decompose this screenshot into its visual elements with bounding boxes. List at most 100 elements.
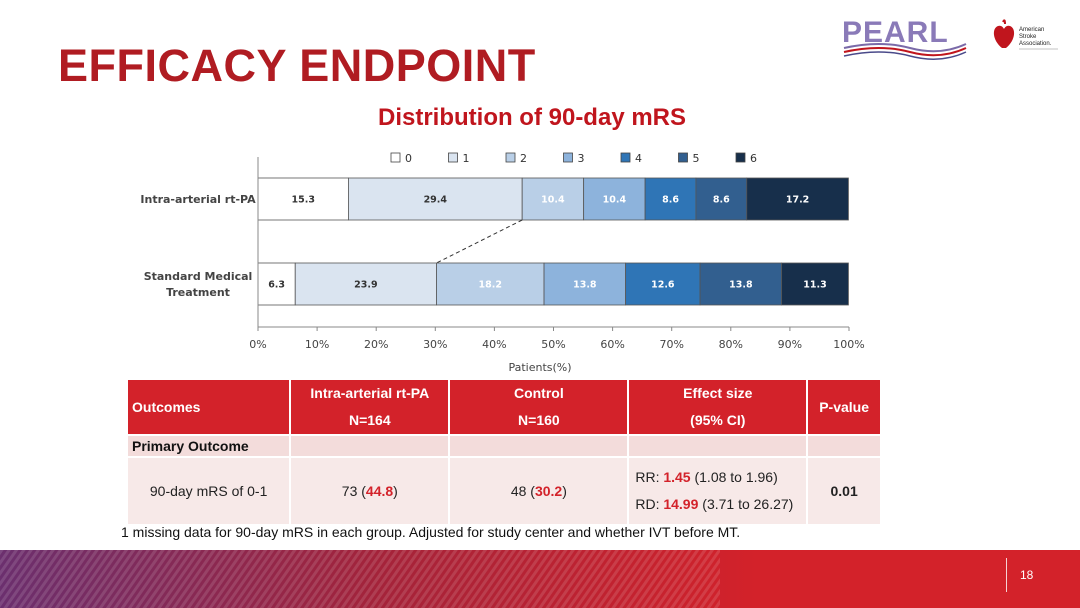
legend-swatch-mrs-0 [390,152,401,163]
chart-legend: 0 1 2 3 4 5 6 [390,152,757,165]
x-tick-label: 50% [541,338,565,351]
mrs-stacked-bar-chart: 0 1 2 3 4 5 6 15.3 29.4 10.4 10.4 8.6 8.6 17.2 6.3 23.… [140,152,865,374]
legend-swatch-mrs-6 [735,152,746,163]
x-tick-label: 20% [364,338,388,351]
section-row: Primary Outcome [128,434,880,456]
footnote: 1 missing data for 90-day mRS in each gr… [121,524,741,540]
aha-logo: American Stroke Association. [993,19,1058,50]
x-tick-label: 100% [833,338,864,351]
data-label-mrs-4: 12.6 [651,280,675,291]
category-label: Intra-arterial rt-PA [140,193,256,206]
x-tick-label: 0% [249,338,266,351]
legend-swatch-mrs-5 [678,152,688,163]
data-label-mrs-3: 10.4 [603,195,627,206]
header-outcomes: Outcomes [128,380,290,434]
x-tick-label: 10% [305,338,329,351]
control-percent: 30.2 [534,483,563,499]
aha-logo-line3: Association. [1019,41,1052,47]
bar-segment-mrs-6 [746,177,849,221]
header-iat-line1: Intra-arterial rt-PA [310,385,430,401]
data-label-mrs-1: 23.9 [354,280,377,291]
legend-label-mrs-3: 3 [578,152,585,165]
x-tick-label: 60% [600,338,624,351]
section-cell [291,434,449,456]
category-label: Standard Medical [144,270,253,283]
pearl-logo: PEARL [842,16,967,60]
x-tick-label: 90% [778,338,802,351]
section-cell [808,434,880,456]
legend-swatch-mrs-2 [505,152,516,163]
data-label-mrs-5: 8.6 [713,195,730,206]
header-effect-size: Effect size (95% CI) [629,380,807,434]
data-label-mrs-4: 8.6 [662,195,679,206]
category-label: Treatment [166,286,230,299]
section-cell [450,434,628,456]
table-row: 90-day mRS of 0-1 73 (44.8) 48 (30.2) RR… [128,456,880,524]
effect-size-cell: RR: 1.45 (1.08 to 1.96) RD: 14.99 (3.71 … [629,456,807,524]
chart-title: Distribution of 90-day mRS [377,104,687,131]
x-tick-label: 80% [719,338,743,351]
header-control: Control N=160 [450,380,628,434]
x-tick-label: 30% [423,338,447,351]
bar-segment-mrs-4 [625,262,701,306]
data-label-mrs-0: 15.3 [291,195,314,206]
legend-label-mrs-0: 0 [405,152,412,165]
legend-label-mrs-4: 4 [635,152,642,165]
section-cell [629,434,807,456]
data-label-mrs-1: 29.4 [424,195,448,206]
control-result: 48 (30.2) [450,456,628,524]
legend-swatch-mrs-1 [448,152,458,163]
mrs-0-1-connector-line [436,219,523,264]
rr-line: RR: 1.45 (1.08 to 1.96) [635,469,778,485]
data-label-mrs-0: 6.3 [268,280,285,291]
x-tick-label: 70% [659,338,683,351]
footer-band [0,550,1080,608]
table-header-row: Outcomes Intra-arterial rt-PA N=164 Cont… [128,380,880,434]
x-axis-label: Patients(%) [508,361,571,374]
iat-percent: 44.8 [365,483,394,499]
legend-label-mrs-1: 1 [463,152,470,165]
page-number: 18 [1020,568,1034,582]
header-iat-line2: N=164 [348,412,391,428]
header-effect-line2: (95% CI) [690,412,746,428]
aha-logo-line1: American [1019,27,1044,33]
bar-segment-mrs-2 [436,262,545,306]
header-pvalue: P-value [808,380,880,434]
header-control-line1: Control [513,385,564,401]
rr-value: 1.45 [663,469,691,485]
bar-segment-mrs-3 [543,262,627,306]
rd-line: RD: 14.99 (3.71 to 26.27) [635,496,794,512]
header-iat: Intra-arterial rt-PA N=164 [291,380,449,434]
legend-label-mrs-5: 5 [693,152,700,165]
aha-logo-line2: Stroke [1019,34,1037,40]
chart-bars: 15.3 29.4 10.4 10.4 8.6 8.6 17.2 6.3 23.9 18.2 13.… [257,177,849,306]
slide-title: EFFICACY ENDPOINT [58,40,536,91]
x-tick-label: 40% [482,338,506,351]
pvalue-cell: 0.01 [808,456,880,524]
data-label-mrs-5: 13.8 [729,280,753,291]
heart-torch-icon [993,25,1015,48]
bar-segment-mrs-5 [699,262,783,306]
page-number-divider [1006,558,1007,592]
bar-segment-mrs-2 [521,177,585,221]
data-label-mrs-6: 17.2 [786,195,809,206]
legend-label-mrs-2: 2 [520,152,527,165]
bar-segment-mrs-5 [695,177,748,221]
data-label-mrs-2: 18.2 [479,280,502,291]
outcomes-table: Outcomes Intra-arterial rt-PA N=164 Cont… [126,380,882,524]
rd-value: 14.99 [663,496,699,512]
data-label-mrs-3: 13.8 [573,280,597,291]
data-label-mrs-6: 11.3 [803,280,826,291]
legend-swatch-mrs-4 [620,152,631,163]
x-axis: 0% 10% 20% 30% 40% 50% 60% 70% 80% 90% 100% [249,157,865,351]
legend-swatch-mrs-3 [563,152,573,163]
category-labels: Intra-arterial rt-PA Standard Medical Trea… [140,193,256,299]
bar-segment-mrs-1 [348,177,523,221]
iat-result: 73 (44.8) [291,456,449,524]
header-effect-line1: Effect size [683,385,753,401]
data-label-mrs-2: 10.4 [541,195,565,206]
legend-label-mrs-6: 6 [750,152,757,165]
outcome-name: 90-day mRS of 0-1 [128,456,290,524]
bar-segment-mrs-1 [294,262,437,306]
section-label: Primary Outcome [128,434,290,456]
